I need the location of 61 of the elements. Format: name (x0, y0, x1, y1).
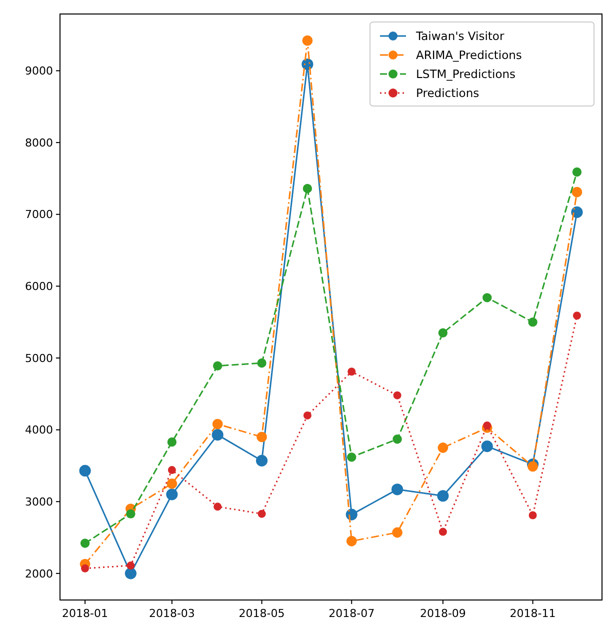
point (256, 454, 268, 466)
point (302, 184, 312, 194)
point (438, 442, 448, 453)
point (303, 411, 312, 420)
point (483, 421, 492, 430)
point (391, 484, 404, 496)
y-tick-label: 9000 (25, 64, 53, 78)
point (212, 429, 224, 441)
point (346, 536, 357, 546)
x-tick-label: 2018-11 (510, 607, 556, 620)
point (346, 508, 358, 520)
point (214, 502, 222, 511)
point (302, 35, 313, 46)
y-tick-label: 6000 (25, 280, 53, 294)
point (392, 527, 402, 538)
x-tick-label: 2018-03 (148, 607, 195, 620)
legend-label: Taiwan's Visitor (415, 29, 504, 44)
point (438, 528, 447, 536)
x-tick-label: 2018-07 (328, 607, 375, 620)
point (168, 466, 176, 474)
legend-label: Predictions (416, 86, 480, 100)
point (572, 186, 582, 198)
point (571, 206, 583, 218)
x-tick-label: 2018-09 (420, 607, 466, 620)
y-tick-label: 7000 (25, 208, 53, 222)
point (257, 358, 266, 368)
point (167, 437, 177, 447)
point (126, 509, 136, 518)
point (482, 293, 492, 302)
point (572, 167, 582, 177)
point (256, 432, 267, 442)
point (572, 312, 581, 320)
point (481, 440, 493, 452)
point (348, 368, 356, 376)
point (166, 478, 178, 489)
y-tick-label: 4000 (25, 424, 53, 437)
point (393, 391, 402, 400)
point (258, 510, 266, 518)
point (528, 461, 538, 472)
point (124, 568, 136, 580)
point (212, 418, 223, 430)
point (528, 317, 538, 327)
y-tick-label: 2000 (25, 567, 53, 580)
point (437, 490, 449, 502)
point (166, 488, 178, 500)
point (347, 452, 356, 462)
y-tick-label: 8000 (25, 136, 53, 150)
point (81, 564, 90, 572)
legend-label: ARIMA_Predictions (416, 48, 522, 62)
x-tick-label: 2018-05 (238, 607, 285, 620)
point (212, 361, 222, 370)
legend-label: LSTM_Predictions (416, 67, 516, 82)
point (126, 562, 135, 570)
y-tick-label: 3000 (25, 495, 53, 508)
point (80, 538, 90, 548)
point (438, 328, 448, 338)
y-tick-label: 5000 (25, 352, 53, 365)
point (528, 511, 537, 520)
point (392, 434, 402, 444)
point (79, 464, 91, 477)
x-tick-label: 2018-01 (62, 607, 108, 620)
